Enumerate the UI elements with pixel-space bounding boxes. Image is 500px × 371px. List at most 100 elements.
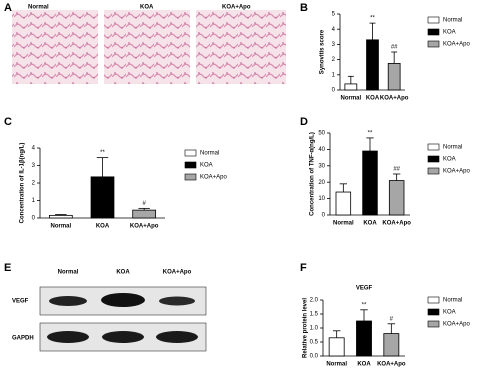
y-tick-label: 1 [32,198,36,204]
legend-swatch [427,320,440,328]
bar [383,333,400,357]
y-axis-label: Synovitis score [320,29,326,74]
bar [366,39,379,91]
significance-label: ## [391,45,398,51]
significance-label: # [390,316,394,322]
histology-label: KOA+Apo [222,5,251,11]
lane-label: KOA [116,270,130,276]
y-tick-label: 0 [332,88,336,94]
y-tick-label: 0.0 [310,354,319,360]
significance-label: # [142,201,146,207]
x-tick-label: KOA [96,224,110,230]
y-tick-label: 2 [332,57,336,63]
significance-label: ## [393,167,400,173]
blot-band [156,331,198,343]
panel-label: A [4,2,12,14]
y-tick-label: 10 [318,196,325,202]
y-tick-label: 2 [32,181,36,187]
histology-image [12,10,98,84]
significance-label: ** [100,150,105,156]
legend-swatch [427,308,440,316]
legend-swatch [427,155,440,163]
y-tick-label: 0 [32,216,36,222]
legend-swatch [427,16,440,24]
bar [335,191,352,216]
legend-label: KOA+Apo [443,322,471,328]
significance-label: ** [368,130,373,136]
y-axis-label: Relative protein level [303,298,309,358]
legend-label: KOA+Apo [443,169,471,175]
blot-band [49,296,87,306]
y-axis-label: Concentration of IL-1β(ng/L) [20,143,26,224]
bar [328,337,345,357]
y-tick-label: 1.5 [310,312,319,318]
bar [388,180,405,216]
x-tick-label: KOA [366,96,380,102]
blot-band [159,296,195,306]
lane-label: KOA+Apo [163,270,192,276]
histology-image [104,10,190,84]
legend-swatch [427,40,440,48]
y-tick-label: 0.5 [310,340,319,346]
legend-label: Normal [200,151,219,157]
chart-title: VEGF [356,286,373,292]
legend-swatch [427,28,440,36]
bar [356,320,372,357]
legend-swatch [427,167,440,175]
bar [90,176,115,219]
x-tick-label: KOA+Apo [377,362,406,368]
histology-label: Normal [28,5,49,11]
panel-label: D [300,116,308,128]
panel-label: F [300,262,307,274]
y-tick-label: 1 [332,72,336,78]
panel-label: E [4,262,11,274]
y-tick-label: 1.0 [310,326,319,332]
y-tick-label: 50 [318,131,325,137]
x-tick-label: Normal [326,362,347,368]
y-tick-label: 5 [332,12,336,18]
y-tick-label: 3 [32,163,36,169]
panel-label: C [4,116,12,128]
protein-label: VEGF [12,299,29,305]
x-tick-label: KOA [357,362,371,368]
legend-label: KOA [443,310,456,316]
bar [344,83,358,91]
x-tick-label: KOA [363,221,377,227]
y-tick-label: 2.0 [310,298,319,304]
bar [387,63,401,91]
legend-label: KOA [443,157,456,163]
panel-label: B [300,2,308,14]
legend-swatch [184,173,197,181]
legend-label: Normal [443,145,462,151]
lane-label: Normal [58,270,79,276]
histology-label: KOA [140,5,154,11]
legend-label: KOA [200,163,213,169]
protein-label: GAPDH [12,336,34,342]
x-tick-label: KOA+Apo [380,96,409,102]
legend-label: Normal [443,18,462,24]
legend-label: Normal [443,298,462,304]
significance-label: ** [362,302,367,308]
y-tick-label: 30 [318,163,325,169]
y-tick-label: 4 [32,146,36,152]
bar [362,150,378,216]
x-tick-label: KOA+Apo [382,221,411,227]
y-tick-label: 3 [332,42,336,48]
legend-swatch [427,296,440,304]
y-tick-label: 20 [318,180,325,186]
blot-band [47,331,89,343]
x-tick-label: Normal [333,221,354,227]
y-tick-label: 0 [322,213,326,219]
y-axis-label: Concentration of TNF-α(ng/L) [310,132,316,216]
legend-swatch [427,143,440,151]
legend-label: KOA+Apo [200,175,228,181]
blot-band [101,293,145,307]
x-tick-label: Normal [340,96,361,102]
bar [48,214,73,219]
y-tick-label: 4 [332,27,336,33]
x-tick-label: KOA+Apo [130,224,159,230]
histology-image [196,10,286,84]
x-tick-label: Normal [50,224,71,230]
y-tick-label: 40 [318,147,325,153]
